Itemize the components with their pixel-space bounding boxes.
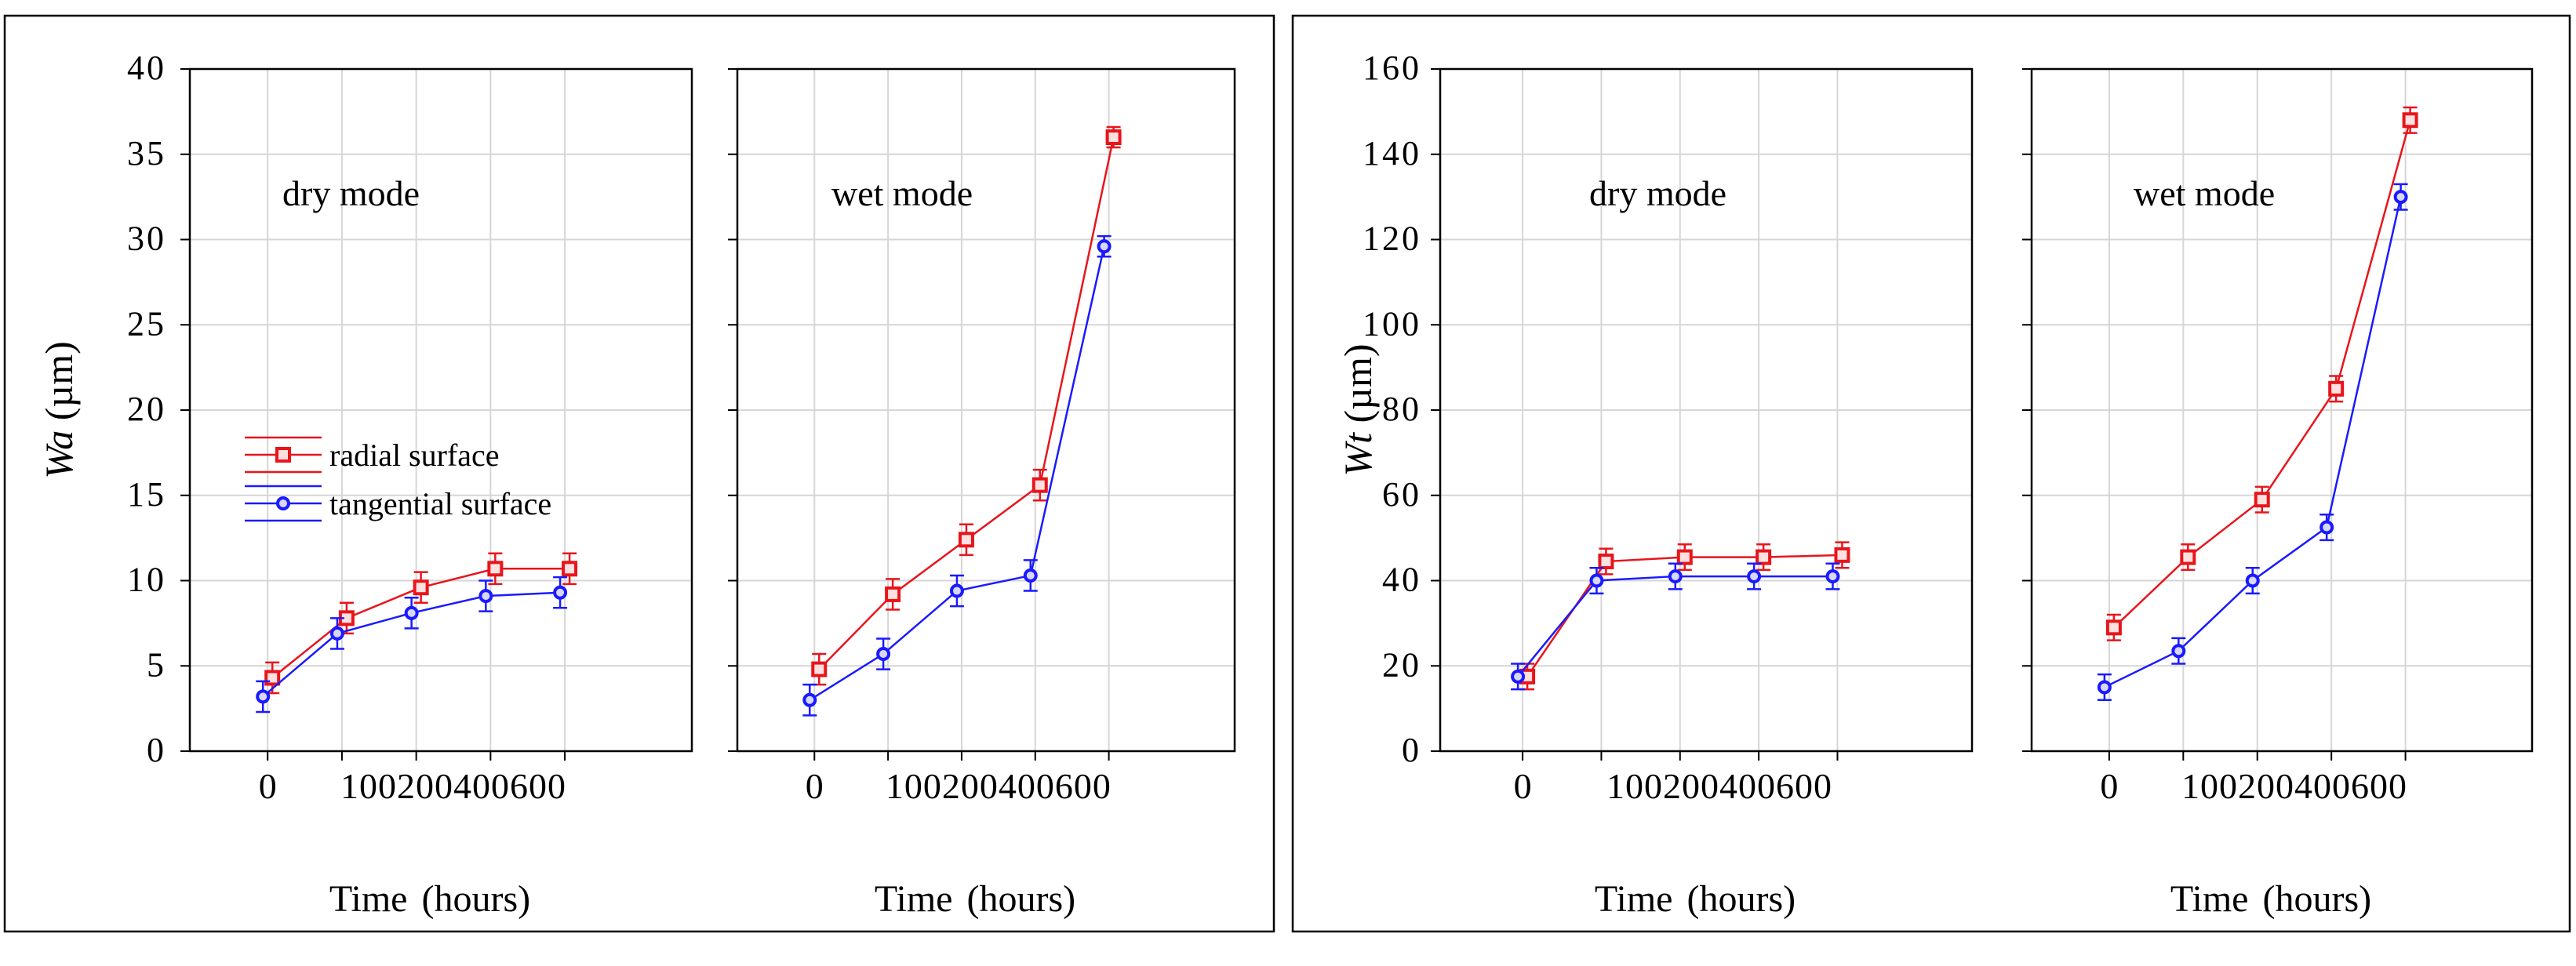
panel-title: wet mode — [831, 173, 973, 213]
x-axis-label: Time (hours) — [2170, 878, 2371, 920]
y-tick-label: 20 — [1382, 645, 1421, 684]
data-point-tangential — [1825, 569, 1840, 584]
y-tick-label: 10 — [127, 561, 166, 599]
data-point-radial — [885, 586, 901, 602]
data-point-radial — [2254, 492, 2270, 508]
data-point-radial — [487, 561, 504, 577]
x-axis-label: Time (hours) — [1595, 878, 1796, 920]
data-point-radial — [1105, 129, 1122, 145]
y-axis-label: Wt (µm) — [1336, 343, 1380, 476]
y-tick-label: 0 — [147, 731, 166, 769]
y-tick-label: 25 — [127, 304, 166, 343]
x-tick-label-group: 100200400600 — [340, 766, 566, 806]
x-tick-label-group: 100200400600 — [1606, 766, 1832, 806]
data-point-tangential — [329, 626, 344, 641]
data-point-tangential — [553, 585, 568, 600]
y-tick-label: 60 — [1382, 475, 1421, 514]
panel-wet-2: 0 100200400600 Time (hours) wet mode — [2022, 67, 2534, 920]
y-tick-label: 35 — [127, 134, 166, 172]
data-point-tangential — [802, 692, 817, 707]
data-point-tangential — [876, 647, 891, 662]
data-point-radial — [413, 579, 429, 596]
x-tick-label-group: 100200400600 — [886, 766, 1112, 806]
figure-frame — [3, 14, 1275, 933]
data-point-tangential — [2171, 644, 2186, 659]
data-point-tangential — [1023, 568, 1038, 583]
y-tick-label: 30 — [127, 220, 166, 258]
y-tick-label: 20 — [127, 390, 166, 428]
data-point-radial — [1598, 554, 1614, 570]
figure-frame — [1291, 14, 2571, 933]
data-point-tangential — [1747, 569, 1762, 584]
x-tick-label-group: 100200400600 — [2181, 766, 2407, 806]
data-point-radial — [2328, 380, 2345, 397]
y-tick-label: 80 — [1382, 390, 1421, 428]
legend-marker-radial — [275, 447, 291, 463]
data-point-tangential — [404, 605, 419, 620]
data-point-radial — [2180, 549, 2196, 565]
y-axis-label: Wa (µm) — [37, 341, 81, 479]
x-axis-label: Time (hours) — [329, 878, 530, 920]
y-tick-label: 120 — [1363, 220, 1421, 258]
x-tick-label: 0 — [2100, 766, 2118, 806]
y-tick-label: 40 — [1382, 561, 1421, 599]
y-axis-symbol: Wa — [37, 430, 81, 479]
panel-dry-1: 0 100200400600 Time (hours) dry mode — [180, 67, 693, 920]
legend-marker-tangential — [276, 496, 290, 510]
data-point-tangential — [2245, 573, 2260, 588]
y-axis-symbol: Wt — [1336, 432, 1380, 477]
figure-block-1: 0 5 10 15 20 25 30 35 40 Wa (µm) 0 100200400600 Time… — [3, 14, 1275, 933]
x-tick-label: 0 — [1514, 766, 1532, 806]
data-point-tangential — [2097, 680, 2112, 695]
x-tick-label: 0 — [259, 766, 277, 806]
data-point-tangential — [2393, 190, 2408, 205]
data-point-tangential — [2319, 520, 2334, 535]
series-line-tangential — [1517, 575, 1833, 677]
series-line-radial — [1526, 554, 1843, 677]
data-point-radial — [2402, 112, 2418, 129]
y-tick-label: 140 — [1363, 134, 1421, 172]
legend: radial surface tangential surface — [245, 436, 551, 522]
y-axis-unit: (µm) — [1336, 343, 1380, 433]
series-line-tangential — [809, 245, 1105, 701]
data-point-tangential — [256, 689, 271, 704]
data-point-radial — [1031, 477, 1048, 493]
y-tick-label: 0 — [1402, 731, 1421, 769]
data-point-radial — [811, 661, 828, 677]
data-point-tangential — [1589, 573, 1604, 588]
data-point-tangential — [1097, 239, 1112, 254]
panel-title: wet mode — [2134, 173, 2275, 213]
legend-label: tangential surface — [329, 486, 551, 521]
data-point-tangential — [1511, 669, 1526, 684]
y-tick-label: 100 — [1363, 304, 1421, 343]
data-point-radial — [1756, 549, 1772, 565]
panel-title: dry mode — [1589, 173, 1726, 213]
data-point-radial — [1676, 549, 1693, 565]
x-axis-label: Time (hours) — [875, 878, 1075, 920]
data-point-radial — [1834, 547, 1850, 563]
figure-block-2: 0 20 40 60 80 100 120 140 160 Wt (µm) 0 10020040060… — [1291, 14, 2571, 933]
legend-label: radial surface — [329, 438, 500, 473]
y-tick-label: 15 — [127, 475, 166, 514]
y-tick-label: 5 — [147, 645, 166, 684]
panel-wet-1: 0 100200400600 Time (hours) wet mode — [728, 67, 1236, 920]
data-point-radial — [562, 561, 578, 577]
data-point-tangential — [1668, 569, 1683, 584]
data-point-radial — [958, 532, 974, 548]
panel-dry-2: 0 100200400600 Time (hours) dry mode — [1431, 67, 1974, 920]
series-line-tangential — [2104, 196, 2402, 688]
panel-title: dry mode — [282, 173, 420, 213]
y-axis-unit: (µm) — [37, 341, 81, 430]
data-point-tangential — [478, 589, 493, 604]
y-tick-label: 160 — [1363, 49, 1421, 87]
data-point-tangential — [949, 583, 964, 598]
data-point-radial — [2105, 619, 2122, 636]
x-tick-label: 0 — [806, 766, 824, 806]
y-tick-label: 40 — [127, 49, 166, 87]
